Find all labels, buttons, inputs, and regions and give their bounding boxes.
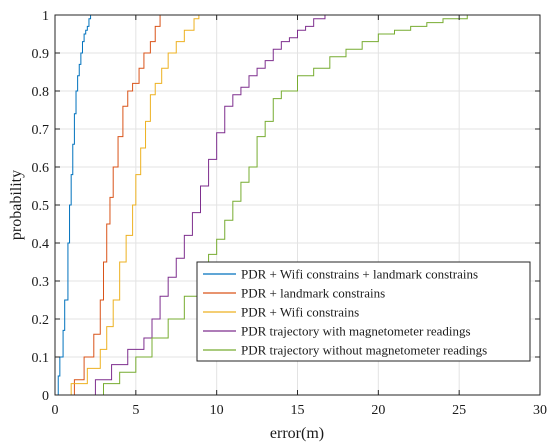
legend-label-1: PDR + Wifi constrains + landmark constra… [241, 267, 478, 282]
legend: PDR + Wifi constrains + landmark constra… [196, 261, 531, 362]
y-tick-label: 0.5 [32, 199, 50, 214]
series-line-2 [63, 15, 161, 396]
x-tick-label: 30 [533, 403, 547, 418]
axis-ticks: 0 5 10 15 20 25 30 0 0.1 0.2 0.3 0.4 0.5 0.6 0.7 0.8 0.9… [32, 9, 548, 418]
y-tick-label: 0.4 [32, 237, 50, 252]
x-tick-label: 15 [291, 403, 305, 418]
x-tick-label: 25 [452, 403, 466, 418]
y-tick-label: 1 [42, 9, 49, 24]
y-tick-label: 0 [42, 389, 49, 404]
x-axis-label: error(m) [270, 425, 324, 442]
y-tick-label: 0.7 [32, 123, 50, 138]
x-tick-label: 20 [371, 403, 385, 418]
x-tick-label: 10 [210, 403, 224, 418]
y-tick-label: 0.6 [32, 161, 50, 176]
legend-entries: PDR + Wifi constrains + landmark constra… [203, 267, 487, 358]
legend-box [196, 261, 531, 362]
legend-label-2: PDR + landmark constrains [241, 286, 385, 301]
series-line-4 [84, 15, 326, 396]
series-line-5 [87, 15, 468, 396]
legend-label-5: PDR trajectory without magnetometer read… [241, 343, 487, 358]
y-tick-label: 0.2 [32, 313, 50, 328]
series-line-1 [55, 15, 92, 396]
y-axis-label: probability [8, 170, 25, 240]
series-line-3 [58, 15, 200, 396]
y-tick-label: 0.1 [32, 351, 50, 366]
y-tick-label: 0.8 [32, 85, 50, 100]
y-tick-label: 0.9 [32, 47, 50, 62]
x-tick-label: 0 [52, 403, 59, 418]
y-tick-label: 0.3 [32, 275, 50, 290]
legend-label-3: PDR + Wifi constrains [241, 305, 359, 320]
x-tick-label: 5 [132, 403, 139, 418]
series-lines [55, 15, 468, 396]
legend-label-4: PDR trajectory with magnetometer reading… [241, 324, 471, 339]
